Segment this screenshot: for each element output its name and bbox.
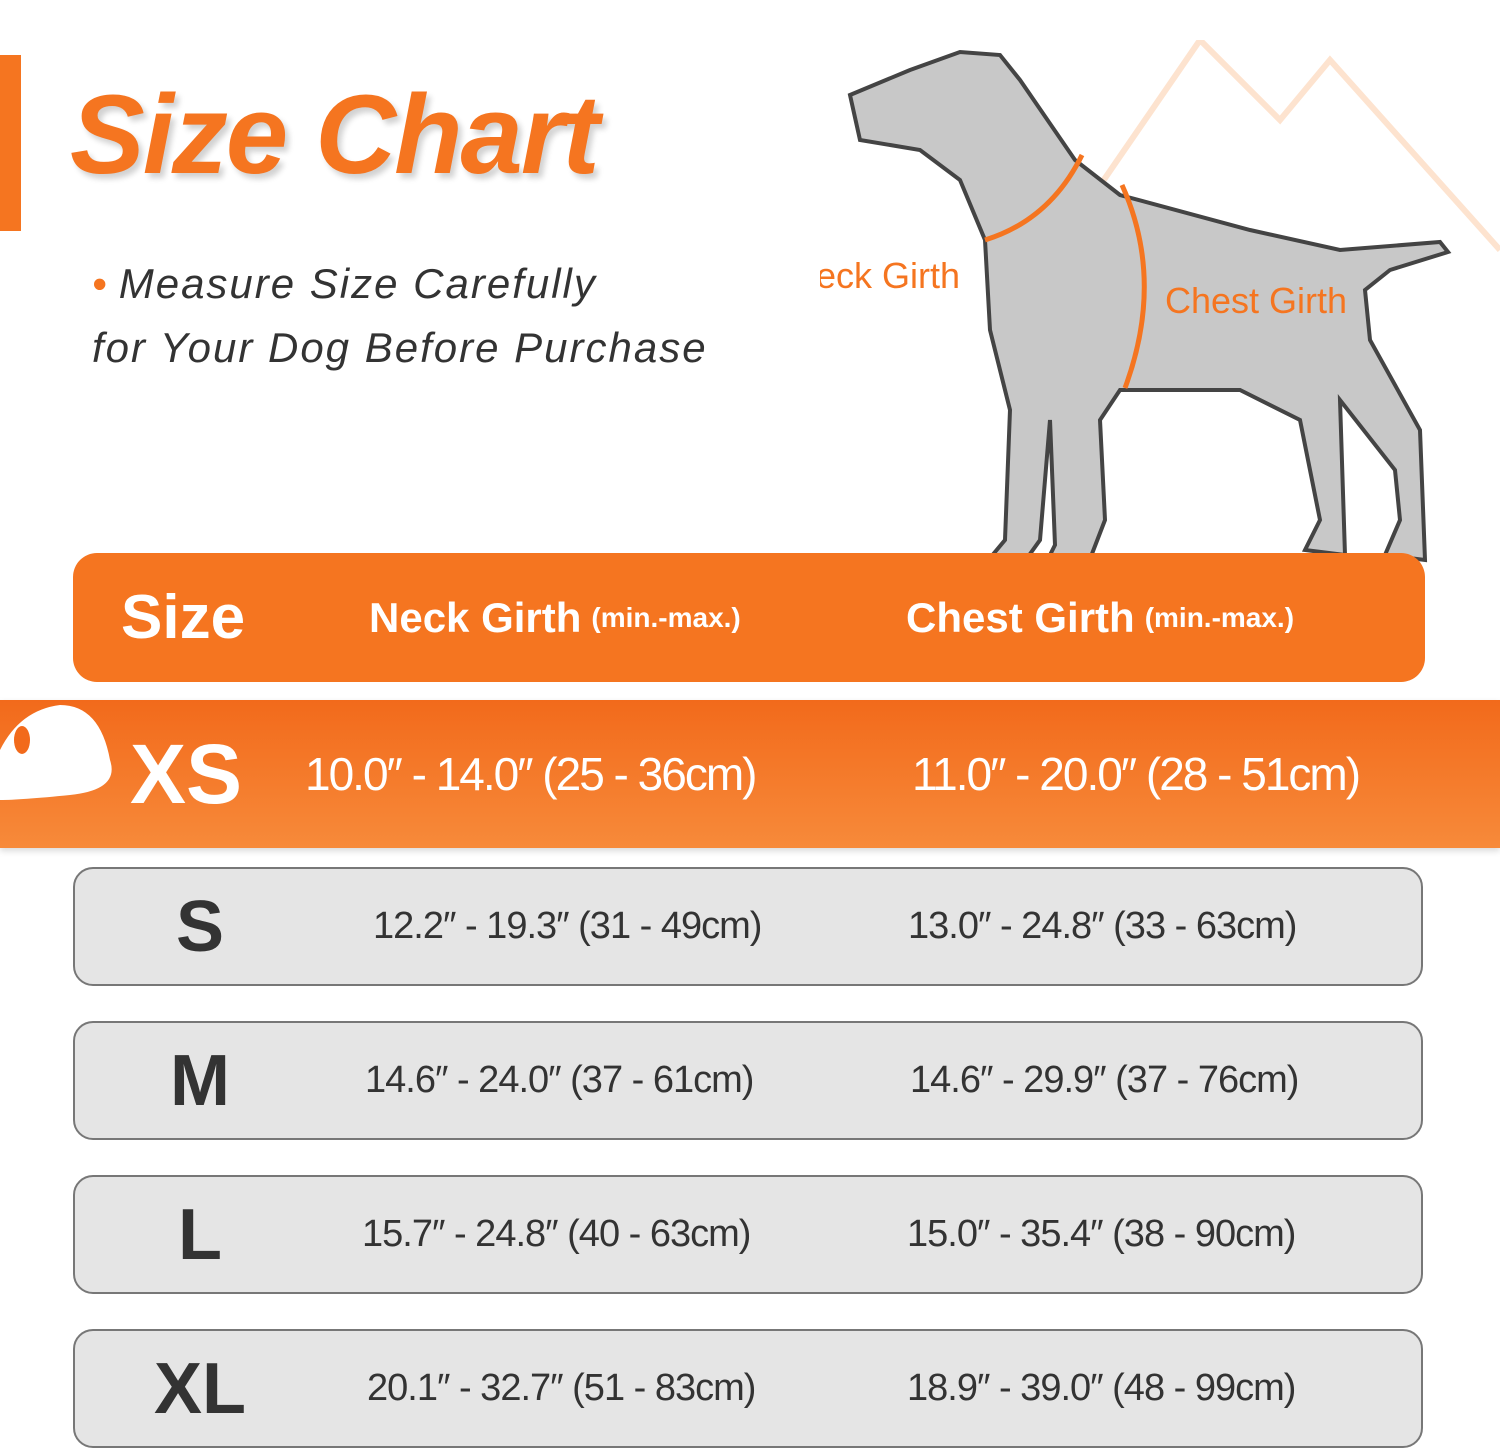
header-chest: Chest Girth (min.-max.) [906, 553, 1294, 682]
chest-girth-label: Chest Girth [1165, 280, 1347, 321]
table-row-xs: XS 10.0″ - 14.0″ (25 - 36cm) 11.0″ - 20.… [0, 700, 1500, 848]
size-cell: S [175, 886, 225, 967]
header-chest-unit: (min.-max.) [1144, 601, 1295, 633]
neck-girth-label: Neck Girth [820, 255, 960, 296]
neck-cell: 14.6″ - 24.0″ (37 - 61cm) [365, 1059, 754, 1101]
size-cell: L [178, 1194, 222, 1275]
dog-head-icon [0, 705, 112, 800]
neck-girth-line [984, 153, 1085, 243]
chest-cell: 14.6″ - 29.9″ (37 - 76cm) [910, 1059, 1299, 1101]
size-cell: XL [153, 1348, 246, 1429]
neck-cell: 15.7″ - 24.8″ (40 - 63cm) [362, 1213, 751, 1255]
note-line-2: for Your Dog Before Purchase [92, 324, 708, 371]
accent-bar [0, 55, 21, 231]
chest-cell: 18.9″ - 39.0″ (48 - 99cm) [907, 1367, 1296, 1409]
bullet-icon: • [92, 260, 109, 307]
header-neck-unit: (min.-max.) [591, 601, 741, 633]
size-cell: M [170, 1040, 230, 1121]
header-neck: Neck Girth (min.-max.) [369, 553, 741, 682]
note-line-1: Measure Size Carefully [118, 260, 597, 307]
measure-note: • Measure Size Carefully for Your Dog Bef… [92, 252, 712, 380]
chest-cell: 15.0″ - 35.4″ (38 - 90cm) [907, 1213, 1296, 1255]
neck-cell: 20.1″ - 32.7″ (51 - 83cm) [367, 1367, 756, 1409]
neck-cell: 10.0″ - 14.0″ (25 - 36cm) [305, 748, 757, 800]
chest-girth-line [1119, 183, 1147, 389]
chest-cell: 11.0″ - 20.0″ (28 - 51cm) [912, 748, 1361, 800]
header-size: Size [121, 583, 246, 652]
neck-cell: 12.2″ - 19.3″ (31 - 49cm) [373, 905, 762, 947]
dog-silhouette [847, 49, 1452, 587]
dog-diagram: Neck Girth Chest Girth [820, 40, 1500, 587]
table-row-m: M 14.6″ - 24.0″ (37 - 61cm) 14.6″ - 29.9… [73, 1021, 1423, 1140]
table-row-s: S 12.2″ - 19.3″ (31 - 49cm) 13.0″ - 24.8… [73, 867, 1423, 986]
size-cell: XS [130, 726, 243, 821]
header-neck-label: Neck Girth [369, 593, 582, 641]
table-row-xl: XL 20.1″ - 32.7″ (51 - 83cm) 18.9″ - 39.… [73, 1329, 1423, 1448]
mountain-watermark [1087, 40, 1500, 253]
table-row-l: L 15.7″ - 24.8″ (40 - 63cm) 15.0″ - 35.4… [73, 1175, 1423, 1294]
page-title: Size Chart [70, 72, 600, 197]
header-chest-label: Chest Girth [906, 593, 1135, 641]
chest-cell: 13.0″ - 24.8″ (33 - 63cm) [908, 905, 1297, 947]
table-header: Size Neck Girth (min.-max.) Chest Girth (m… [73, 553, 1425, 682]
